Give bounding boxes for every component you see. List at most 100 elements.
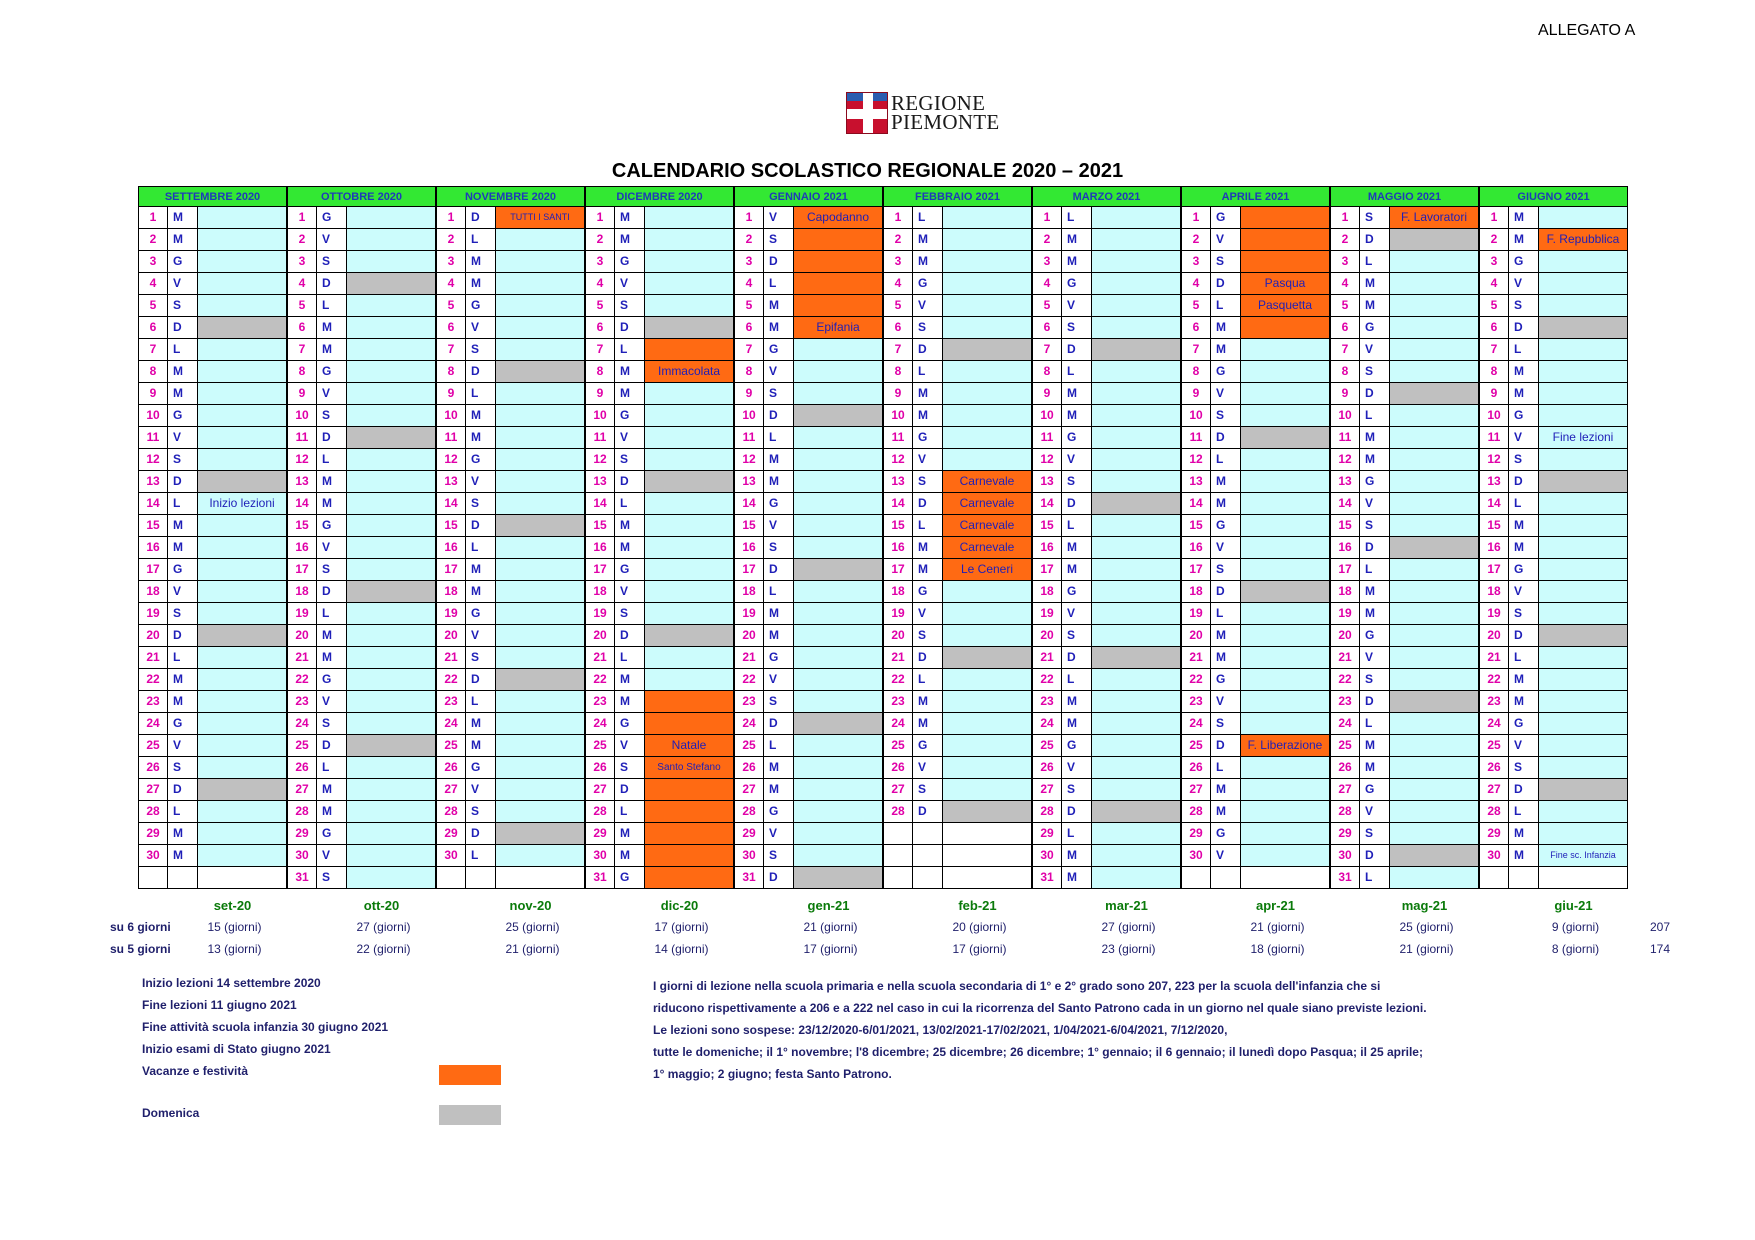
day-event xyxy=(1241,339,1330,361)
day-number: 2 xyxy=(436,229,466,251)
day-number: 11 xyxy=(287,427,317,449)
day-row: 29 M xyxy=(585,823,734,845)
day-event xyxy=(347,273,436,295)
day-number: 21 xyxy=(287,647,317,669)
day-row: 27 G xyxy=(1330,779,1479,801)
day-row: 26 L xyxy=(287,757,436,779)
day-event xyxy=(1539,273,1628,295)
day-event xyxy=(1390,735,1479,757)
day-event xyxy=(198,383,287,405)
day-letter: S xyxy=(168,603,198,625)
day-number: 7 xyxy=(138,339,168,361)
day-number: 13 xyxy=(883,471,913,493)
day-letter: S xyxy=(317,405,347,427)
day-letter: M xyxy=(466,559,496,581)
day-letter: V xyxy=(317,383,347,405)
day-number: 25 xyxy=(436,735,466,757)
day-event xyxy=(645,867,734,889)
month-short-label: dic-20 xyxy=(660,898,699,913)
day-row: 16 V xyxy=(287,537,436,559)
day-row: 17 S xyxy=(1181,559,1330,581)
day-number: 27 xyxy=(1181,779,1211,801)
day-letter: M xyxy=(168,383,198,405)
day-number: 3 xyxy=(1181,251,1211,273)
info-line-4: tutte le domeniche; il 1° novembre; l'8 … xyxy=(653,1045,1423,1059)
day-row: 13 D xyxy=(138,471,287,493)
day-number: 4 xyxy=(1032,273,1062,295)
day-number: 25 xyxy=(138,735,168,757)
day-number: 3 xyxy=(883,251,913,273)
day-row: 25 D xyxy=(287,735,436,757)
day-event xyxy=(1241,383,1330,405)
day-event xyxy=(496,647,585,669)
day-letter: D xyxy=(466,361,496,383)
day-event xyxy=(347,581,436,603)
day-event xyxy=(347,559,436,581)
day-number: 10 xyxy=(1032,405,1062,427)
month-header: GENNAIO 2021 xyxy=(734,186,883,207)
day-number: 25 xyxy=(734,735,764,757)
day-letter: G xyxy=(1509,405,1539,427)
day-letter xyxy=(913,867,943,889)
day-number: 17 xyxy=(1032,559,1062,581)
day-number: 17 xyxy=(1330,559,1360,581)
day-event xyxy=(1539,317,1628,339)
day-number: 12 xyxy=(585,449,615,471)
day-row: 24 G xyxy=(585,713,734,735)
day-letter: V xyxy=(466,779,496,801)
day-number: 9 xyxy=(1032,383,1062,405)
day-letter: D xyxy=(1211,581,1241,603)
day-number: 14 xyxy=(1181,493,1211,515)
count-6days: 21 (giorni) xyxy=(1250,920,1305,934)
count-label-6days: su 6 giorni xyxy=(110,920,171,934)
day-letter: M xyxy=(466,581,496,603)
day-letter: G xyxy=(615,713,645,735)
day-letter: S xyxy=(168,295,198,317)
day-number: 27 xyxy=(1330,779,1360,801)
day-row: 16 M xyxy=(1032,537,1181,559)
day-event xyxy=(1539,405,1628,427)
day-number: 12 xyxy=(287,449,317,471)
day-number: 18 xyxy=(1330,581,1360,603)
day-letter: M xyxy=(466,273,496,295)
day-number: 23 xyxy=(138,691,168,713)
day-letter: L xyxy=(615,801,645,823)
page-title: CALENDARIO SCOLASTICO REGIONALE 2020 – 2… xyxy=(611,160,1124,182)
day-letter: V xyxy=(1509,581,1539,603)
day-number: 30 xyxy=(287,845,317,867)
day-letter: M xyxy=(1360,449,1390,471)
day-letter: G xyxy=(1360,317,1390,339)
day-letter: M xyxy=(1509,537,1539,559)
day-event xyxy=(645,427,734,449)
day-number: 22 xyxy=(436,669,466,691)
day-event xyxy=(198,361,287,383)
day-event xyxy=(1539,647,1628,669)
day-letter: M xyxy=(1211,317,1241,339)
day-letter: V xyxy=(1509,735,1539,757)
day-number: 5 xyxy=(1181,295,1211,317)
day-number: 2 xyxy=(734,229,764,251)
count-label-5days: su 5 giorni xyxy=(110,942,171,956)
day-row: 28 L xyxy=(585,801,734,823)
day-event xyxy=(1390,779,1479,801)
day-number: 28 xyxy=(1032,801,1062,823)
day-event xyxy=(1241,581,1330,603)
day-event xyxy=(1390,713,1479,735)
day-letter: L xyxy=(913,361,943,383)
day-number: 15 xyxy=(138,515,168,537)
day-row: 19 L xyxy=(1181,603,1330,625)
day-letter: M xyxy=(317,471,347,493)
day-letter: L xyxy=(764,581,794,603)
day-event xyxy=(943,867,1032,889)
day-number: 17 xyxy=(436,559,466,581)
day-letter: V xyxy=(317,691,347,713)
day-event xyxy=(1390,603,1479,625)
day-letter: L xyxy=(1360,713,1390,735)
day-number: 13 xyxy=(1032,471,1062,493)
day-event xyxy=(645,845,734,867)
